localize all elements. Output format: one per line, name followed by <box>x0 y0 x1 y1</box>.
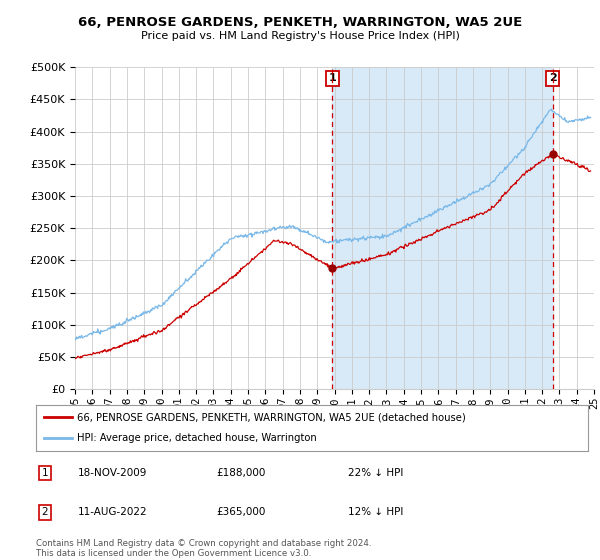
Text: 1: 1 <box>329 73 336 83</box>
Text: 12% ↓ HPI: 12% ↓ HPI <box>348 507 403 517</box>
Text: HPI: Average price, detached house, Warrington: HPI: Average price, detached house, Warr… <box>77 433 317 444</box>
Text: 22% ↓ HPI: 22% ↓ HPI <box>348 468 403 478</box>
Text: Contains HM Land Registry data © Crown copyright and database right 2024.
This d: Contains HM Land Registry data © Crown c… <box>36 539 371 558</box>
Text: £188,000: £188,000 <box>216 468 265 478</box>
Text: 18-NOV-2009: 18-NOV-2009 <box>78 468 148 478</box>
Text: 2: 2 <box>41 507 49 517</box>
Text: 66, PENROSE GARDENS, PENKETH, WARRINGTON, WA5 2UE (detached house): 66, PENROSE GARDENS, PENKETH, WARRINGTON… <box>77 412 466 422</box>
Text: £365,000: £365,000 <box>216 507 265 517</box>
Text: 66, PENROSE GARDENS, PENKETH, WARRINGTON, WA5 2UE: 66, PENROSE GARDENS, PENKETH, WARRINGTON… <box>78 16 522 29</box>
Text: 11-AUG-2022: 11-AUG-2022 <box>78 507 148 517</box>
Text: 1: 1 <box>41 468 49 478</box>
Bar <box>332 67 553 389</box>
Text: Price paid vs. HM Land Registry's House Price Index (HPI): Price paid vs. HM Land Registry's House … <box>140 31 460 41</box>
Text: 2: 2 <box>549 73 557 83</box>
